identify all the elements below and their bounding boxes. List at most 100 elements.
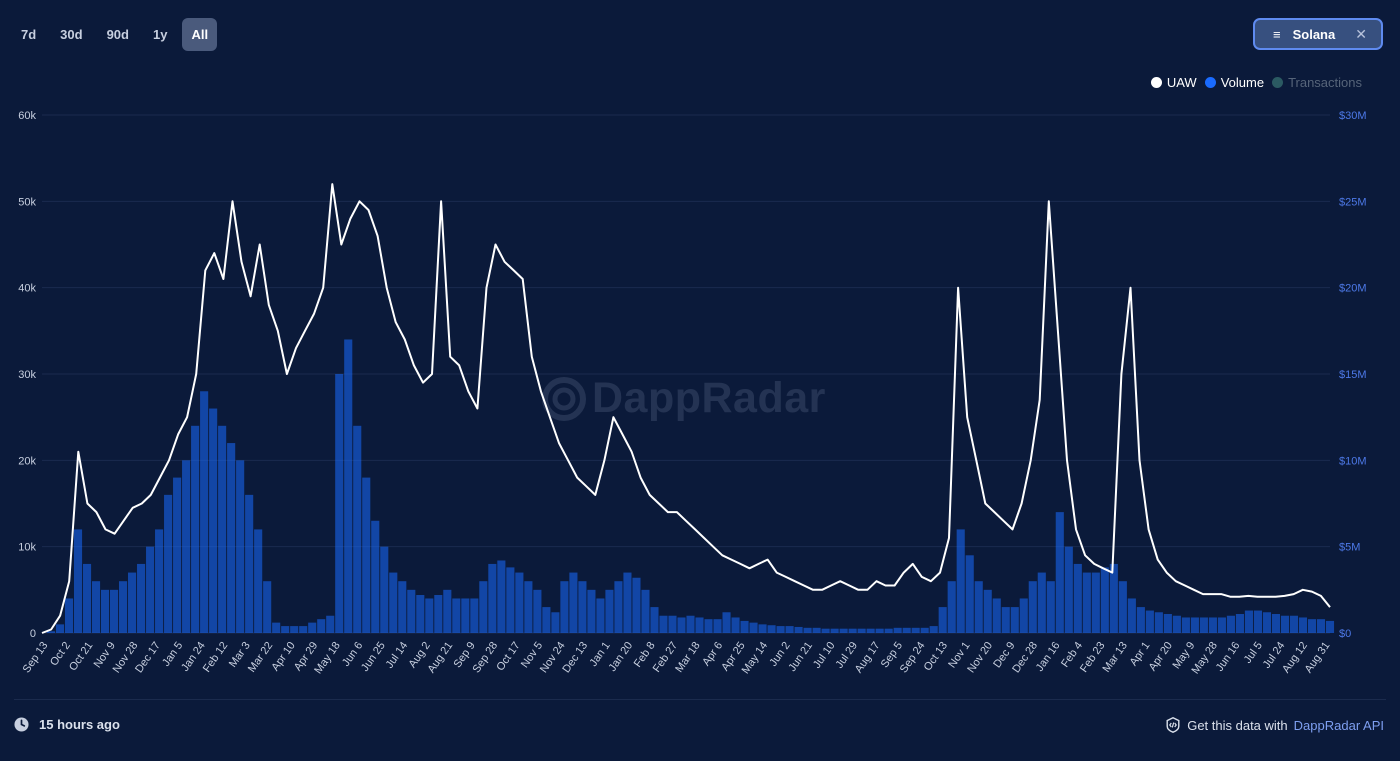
time-range-tabs: 7d 30d 90d 1y All (12, 18, 218, 51)
watermark-text: DappRadar (592, 374, 826, 422)
volume-bar (470, 598, 479, 633)
volume-bar (974, 581, 983, 633)
api-link[interactable]: DappRadar API (1293, 717, 1384, 733)
volume-bar (731, 617, 740, 633)
volume-bar (1001, 607, 1010, 633)
volume-bar (740, 620, 749, 633)
volume-bar (1280, 615, 1290, 633)
volume-bar (1109, 563, 1118, 633)
volume-bar (902, 627, 911, 633)
volume-bar (524, 581, 533, 633)
volume-bar (1100, 567, 1109, 633)
x-tick: Jun 21 (786, 640, 815, 674)
volume-bar (1289, 615, 1299, 633)
range-tab-90d[interactable]: 90d (106, 27, 129, 42)
volume-bar (1082, 572, 1091, 633)
volume-bar (55, 624, 65, 633)
volume-bar (686, 615, 695, 633)
volume-bar (281, 626, 290, 633)
volume-bar (1046, 581, 1055, 633)
volume-bar (64, 598, 74, 633)
volume-bar (317, 619, 326, 633)
volume-bar (100, 589, 110, 633)
volume-bar (569, 572, 578, 633)
volume-bar (560, 581, 569, 633)
y-tick-left: 60k (18, 110, 36, 122)
range-tab-all[interactable]: All (182, 18, 218, 51)
volume-bar (1145, 610, 1154, 633)
volume-bar (362, 477, 371, 633)
volume-bar (695, 617, 704, 633)
volume-bar (641, 589, 650, 633)
volume-bar (1091, 572, 1100, 633)
volume-bar (893, 627, 902, 633)
volume-bar (73, 529, 83, 633)
volume-bar (1271, 614, 1281, 633)
volume-bar (1307, 619, 1317, 633)
volume-bar (110, 589, 119, 633)
legend-label: UAW (1166, 75, 1197, 90)
range-tab-1y[interactable]: 1y (152, 27, 168, 42)
volume-bar (803, 627, 812, 633)
close-icon[interactable]: ✕ (1355, 25, 1367, 42)
volume-bar (416, 595, 425, 633)
volume-bar (326, 615, 335, 633)
volume-bar (1136, 607, 1145, 633)
range-tab-7d[interactable]: 7d (21, 27, 37, 42)
volume-bar (218, 425, 227, 633)
volume-bar (812, 627, 821, 633)
volume-bar (704, 619, 713, 633)
volume-bar (1235, 614, 1244, 633)
volume-bar (182, 460, 191, 633)
volume-bar (1010, 607, 1019, 633)
legend-item-transactions[interactable]: Transactions (1272, 75, 1362, 90)
volume-bar (1208, 617, 1217, 633)
radar-logo-icon (542, 376, 586, 421)
volume-bar (884, 628, 893, 633)
chart-legend: UAW Volume Transactions (1150, 75, 1362, 90)
volume-bar (542, 607, 551, 633)
y-tick-right: $5M (1339, 542, 1360, 554)
x-tick: Oct 13 (922, 640, 950, 673)
legend-dot (1204, 77, 1216, 88)
last-updated-text: 15 hours ago (39, 717, 120, 732)
chain-filter-chip[interactable]: ≡ Solana ✕ (1253, 18, 1383, 50)
volume-bar (794, 626, 803, 633)
volume-bar (335, 374, 344, 633)
volume-bar (200, 391, 209, 633)
volume-bar (749, 622, 758, 633)
volume-bar (848, 628, 857, 633)
volume-bar (650, 607, 659, 633)
volume-bar (46, 631, 56, 633)
volume-bar (1073, 563, 1082, 633)
code-badge-icon (1166, 717, 1180, 733)
volume-bar (371, 520, 380, 633)
volume-bar (587, 589, 596, 633)
volume-bar (992, 598, 1001, 633)
x-tick: Oct 21 (67, 640, 95, 673)
volume-bar (659, 615, 668, 633)
volume-bar (164, 494, 173, 633)
volume-bar (920, 627, 929, 633)
volume-bar (1019, 598, 1028, 633)
volume-bar (875, 628, 884, 633)
y-tick-right: $10M (1339, 455, 1367, 467)
volume-bar (308, 622, 317, 633)
uaw-line (41, 183, 1331, 634)
volume-bar (227, 443, 236, 633)
volume-bar (533, 589, 542, 633)
volume-bar (956, 529, 965, 633)
volume-bar (479, 581, 488, 633)
legend-item-uaw[interactable]: UAW (1150, 75, 1197, 90)
volume-bar (1064, 546, 1073, 633)
volume-bar (1316, 619, 1326, 633)
volume-bar (1226, 615, 1235, 633)
range-tab-30d[interactable]: 30d (60, 27, 83, 42)
volume-bar (821, 628, 830, 633)
volume-bar (128, 572, 137, 633)
x-tick: Jan 20 (606, 640, 635, 674)
legend-item-volume[interactable]: Volume (1204, 75, 1264, 90)
volume-bar (497, 560, 506, 633)
y-tick-right: $30M (1339, 110, 1367, 122)
volume-bar (947, 581, 956, 633)
